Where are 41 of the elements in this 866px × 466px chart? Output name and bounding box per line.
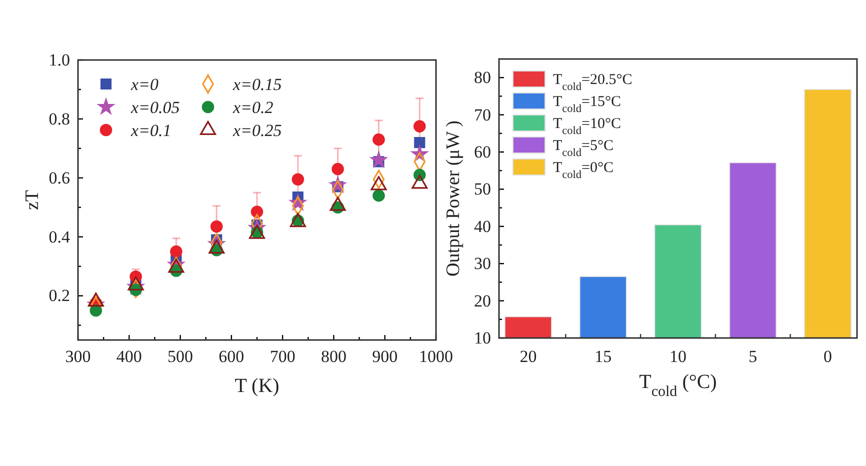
y-tick-label: 1.0: [48, 50, 70, 70]
x-tick-label: 700: [270, 347, 296, 366]
x-tick-label: 500: [168, 347, 194, 366]
x-tick-label: 600: [218, 347, 244, 366]
legend-label: T$_{cold}$=0°C: [553, 160, 614, 181]
legend-label: x=0.1: [130, 121, 172, 140]
y-tick-label: 50: [474, 180, 491, 199]
legend-label: T$_{cold}$=15°C: [553, 94, 622, 115]
y-tick-label: 40: [474, 216, 491, 236]
legend-label: x=0: [130, 75, 160, 94]
legend-label: T$_{cold}$=5°C: [553, 138, 614, 159]
y-tick-label: 20: [474, 291, 491, 310]
legend-label: T$_{cold}$=10°C: [553, 116, 622, 137]
y-tick-label: 30: [474, 254, 491, 274]
y-tick-label: 0.2: [48, 286, 70, 306]
x-tick-label: 300: [65, 347, 91, 366]
legend-label: x=0.25: [232, 121, 282, 140]
x-tick-label: 15: [594, 347, 612, 366]
x-tick-label: 1000: [419, 347, 453, 366]
x-tick-label: 10: [670, 347, 686, 366]
x-tick-label: 900: [372, 347, 398, 366]
y-tick-label: 60: [474, 142, 491, 162]
legend-label: x=0.2: [232, 98, 274, 117]
y-axis-title: zT: [22, 190, 43, 210]
x-axis-title: T (K): [234, 375, 280, 397]
y-tick-label: 10: [474, 328, 491, 348]
x-tick-label: 400: [116, 347, 142, 366]
x-tick-label: 5: [748, 347, 758, 366]
y-tick-label: 0.4: [48, 227, 70, 246]
x-tick-label: 800: [320, 347, 346, 366]
y-tick-label: 0.8: [48, 109, 70, 128]
y-tick-label: 0.6: [48, 168, 70, 188]
legend-label: x=0.05: [130, 98, 180, 117]
legend-label: x=0.15: [232, 75, 282, 94]
legend-label: T$_{cold}$=20.5°C: [553, 72, 632, 93]
x-tick-label: 0: [824, 347, 832, 366]
x-axis-title: T$_{cold}$ (°C): [639, 371, 717, 400]
y-tick-label: 80: [474, 68, 491, 88]
y-axis-title: Output Power (μW ): [443, 120, 464, 277]
y-tick-label: 70: [474, 105, 491, 124]
x-tick-label: 20: [520, 347, 537, 366]
